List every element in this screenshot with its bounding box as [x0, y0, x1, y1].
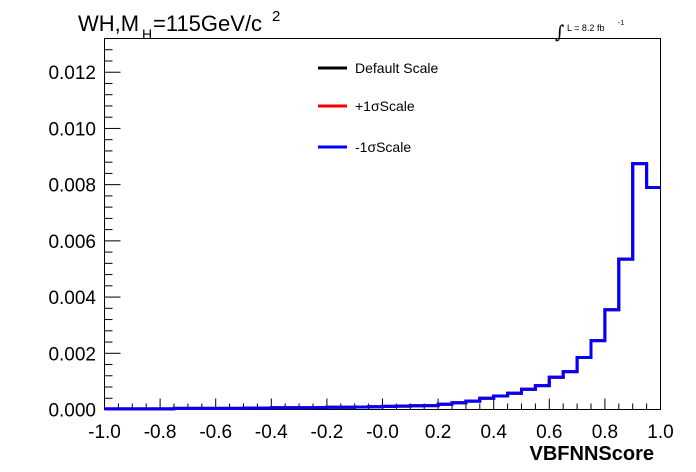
y-tick-label: 0.012 [48, 63, 96, 84]
legend-entry: -1σScale [318, 139, 411, 155]
title-prefix: WH,M [78, 11, 139, 36]
legend-label: -1σScale [355, 139, 411, 155]
x-axis-title: VBFNNScore [530, 443, 654, 465]
y-tick-label: 0.008 [48, 176, 96, 197]
x-tick-label: -1.0 [88, 422, 121, 443]
x-tick-label: 1.0 [647, 422, 673, 443]
luminosity-label: ∫ L = 8.2 fb -1 [555, 20, 624, 43]
legend-label: +1σScale [355, 98, 415, 114]
x-tick-label: 0.2 [425, 422, 451, 443]
y-tick-label: 0.002 [48, 344, 96, 365]
series-layer [104, 162, 661, 411]
series-3 [104, 162, 661, 411]
y-tick-label: 0.006 [48, 232, 96, 253]
x-tick-label: 0.8 [592, 422, 618, 443]
y-tick-label: 0.004 [48, 288, 96, 309]
x-tick-label: -0.6 [199, 422, 232, 443]
legend: Default Scale +1σScale -1σScale [318, 60, 438, 155]
x-axis: -1.0 -0.8 -0.6 -0.4 -0.2 -0.0 0.2 0.4 0.6 0.8 1.0 [88, 398, 674, 443]
title-superscript: 2 [272, 8, 280, 25]
histogram-step-line [104, 162, 661, 411]
lumi-integral: ∫ [555, 22, 565, 43]
x-tick-label: -0.2 [311, 422, 344, 443]
legend-label: Default Scale [355, 60, 438, 76]
title-subscript: H [142, 26, 152, 42]
x-tick-label: 0.6 [536, 422, 562, 443]
y-tick-label: 0.010 [48, 119, 96, 140]
x-tick-label: -0.4 [255, 422, 288, 443]
lumi-text: L = 8.2 fb [567, 23, 604, 33]
chart-title: WH,M H =115GeV/c 2 [78, 8, 280, 42]
y-tick-label: 0.000 [48, 401, 96, 422]
x-tick-label: 0.4 [480, 422, 507, 443]
title-main: =115GeV/c [153, 11, 262, 36]
plot-frame [104, 38, 661, 410]
legend-entry: +1σScale [318, 98, 415, 114]
y-axis: 0.000 0.002 0.004 0.006 0.008 0.010 0.012 [48, 38, 121, 422]
legend-entry: Default Scale [318, 60, 438, 76]
lumi-superscript: -1 [618, 20, 624, 27]
x-tick-label: -0.8 [144, 422, 177, 443]
x-tick-label: -0.0 [366, 422, 399, 443]
